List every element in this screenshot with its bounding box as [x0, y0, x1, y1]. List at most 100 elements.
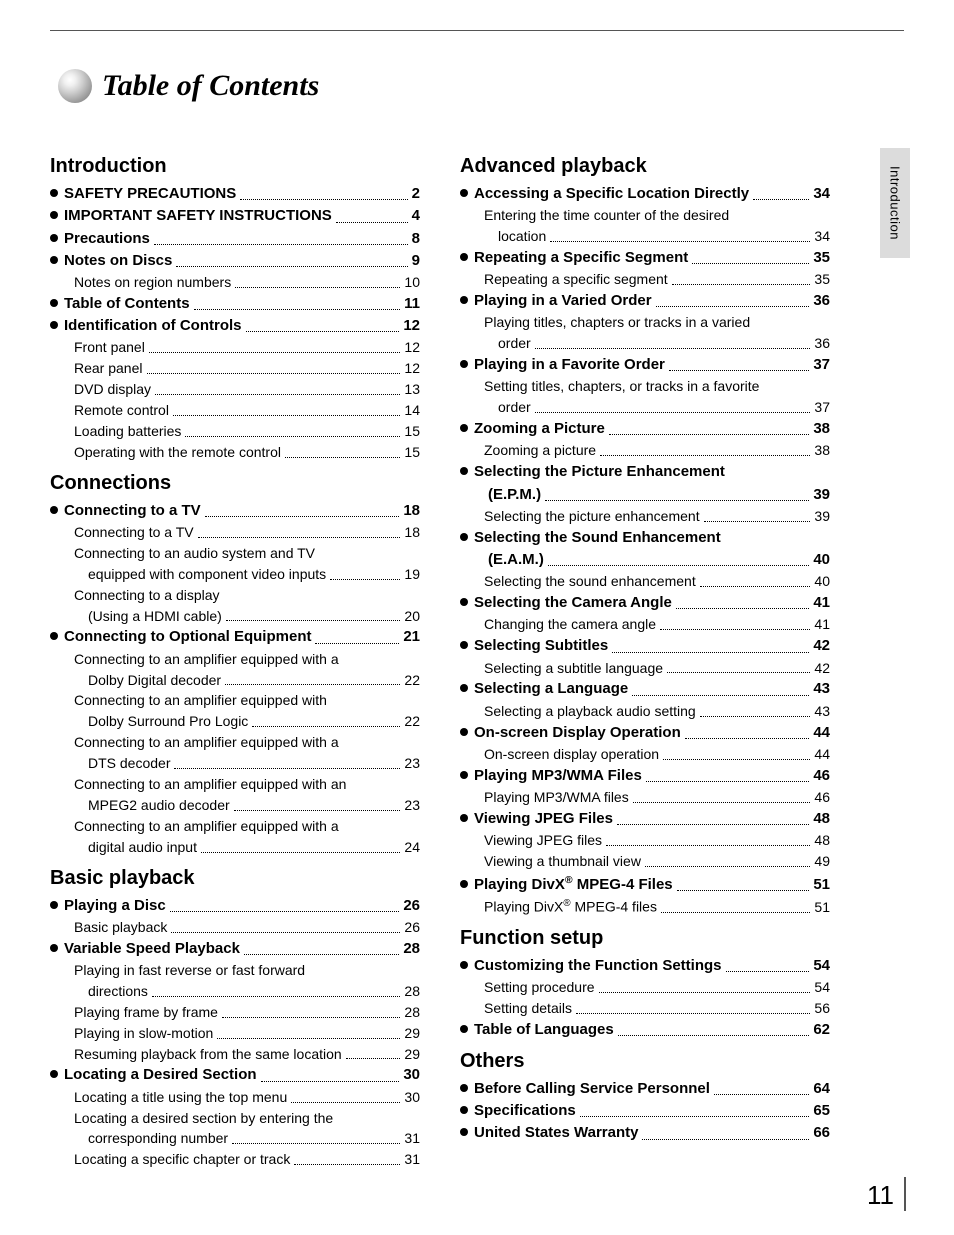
toc-entry-text: Playing DivX® MPEG-4 Files [460, 873, 673, 895]
toc-entry-text: Resuming playback from the same location [74, 1045, 342, 1064]
toc-entry-text: Precautions [50, 229, 150, 249]
toc-page: 12 [404, 338, 420, 357]
toc-entry-text: SAFETY PRECAUTIONS [50, 184, 236, 204]
toc-entry-text: Playing in slow-motion [74, 1024, 213, 1043]
toc-entry-text: digital audio input [74, 838, 197, 857]
toc-entry-text: Playing frame by frame [74, 1003, 218, 1022]
toc-page: 66 [813, 1123, 830, 1143]
toc-entry-text: Loading batteries [74, 422, 181, 441]
toc-entry: Customizing the Function Settings54 [460, 956, 830, 976]
toc-entry: Table of Languages62 [460, 1020, 830, 1040]
toc-entry-text: Connecting to a TV [74, 523, 194, 542]
toc-page: 10 [404, 273, 420, 292]
toc-page: 23 [404, 754, 420, 773]
toc-subentry: Setting procedure 54 [460, 978, 830, 997]
toc-subentry: corresponding number31 [50, 1129, 420, 1148]
toc-entry-text: Playing DivX® MPEG-4 files [484, 897, 657, 917]
toc-page: 12 [403, 316, 420, 336]
toc-entry: Notes on Discs9 [50, 251, 420, 271]
toc-entry-line1: Selecting the Picture Enhancement [460, 462, 830, 482]
toc-entry-text: Remote control [74, 401, 169, 420]
toc-subentry-line1: Connecting to an amplifier equipped with… [50, 650, 420, 669]
toc-page: 40 [813, 550, 830, 570]
toc-entry: Precautions8 [50, 229, 420, 249]
page: Table of Contents Introduction SAFETY PRE… [0, 0, 954, 1235]
toc-page: 26 [403, 896, 420, 916]
toc-entry-text: IMPORTANT SAFETY INSTRUCTIONS [50, 206, 332, 226]
toc-page: 28 [404, 1003, 420, 1022]
title-row: Table of Contents [58, 69, 904, 103]
toc-entry-text: On-screen display operation [484, 745, 659, 764]
toc-subentry: Rear panel12 [50, 359, 420, 378]
toc-page: 11 [404, 294, 420, 314]
toc-page: 29 [404, 1024, 420, 1043]
section-heading: Advanced playback [460, 155, 830, 178]
toc-page: 13 [404, 380, 420, 399]
toc-subentry-line1: Setting titles, chapters, or tracks in a… [460, 377, 830, 396]
toc-entry-text: Operating with the remote control [74, 443, 281, 462]
section-heading: Function setup [460, 927, 830, 950]
section-heading: Connections [50, 472, 420, 495]
toc-subentry: Selecting a subtitle language42 [460, 659, 830, 678]
toc-subentry: Locating a specific chapter or track31 [50, 1150, 420, 1169]
toc-entry-text: (E.A.M.) [474, 550, 544, 570]
toc-subentry: Resuming playback from the same location… [50, 1045, 420, 1064]
toc-page: 42 [814, 659, 830, 678]
toc-subentry: Notes on region numbers10 [50, 273, 420, 292]
toc-entry: IMPORTANT SAFETY INSTRUCTIONS4 [50, 206, 420, 226]
toc-entry-text: equipped with component video inputs [74, 565, 326, 584]
toc-entry-text: Connecting to a TV [50, 501, 201, 521]
toc-subentry-line1: Connecting to an amplifier equipped with… [50, 775, 420, 794]
toc-entry-text: Selecting Subtitles [460, 636, 608, 656]
toc-entry-text: Dolby Surround Pro Logic [74, 712, 248, 731]
toc-entry: Zooming a Picture38 [460, 419, 830, 439]
toc-page: 30 [404, 1088, 420, 1107]
toc-entry-text: Rear panel [74, 359, 143, 378]
toc-entry-text: Setting details [484, 999, 572, 1018]
toc-entry-text: Locating a Desired Section [50, 1065, 257, 1085]
side-tab: Introduction [880, 148, 910, 258]
toc-page: 29 [404, 1045, 420, 1064]
toc-page: 35 [813, 248, 830, 268]
toc-page: 30 [403, 1065, 420, 1085]
toc-subentry: MPEG2 audio decoder23 [50, 796, 420, 815]
toc-subentry: Repeating a specific segment35 [460, 270, 830, 289]
toc-entry: Repeating a Specific Segment 35 [460, 248, 830, 268]
toc-subentry-line1: Connecting to an amplifier equipped with… [50, 817, 420, 836]
toc-subentry: Viewing a thumbnail view 49 [460, 852, 830, 871]
toc-entry: Specifications65 [460, 1101, 830, 1121]
toc-entry-text: order [484, 334, 531, 353]
toc-entry-text: location [484, 227, 546, 246]
toc-entry: Variable Speed Playback28 [50, 939, 420, 959]
toc-entry-text: Selecting the sound enhancement [484, 572, 696, 591]
page-number-rule [904, 1177, 906, 1211]
toc-page: 15 [404, 443, 420, 462]
toc-subentry: DVD display13 [50, 380, 420, 399]
toc-subentry: Remote control14 [50, 401, 420, 420]
toc-entry-text: Selecting a playback audio setting [484, 702, 696, 721]
toc-entry: Table of Contents11 [50, 294, 420, 314]
toc-page: 49 [814, 852, 830, 871]
toc-entry-text: Changing the camera angle [484, 615, 656, 634]
toc-entry: Playing a Disc26 [50, 896, 420, 916]
toc-page: 48 [813, 809, 830, 829]
toc-entry: Playing in a Favorite Order37 [460, 355, 830, 375]
toc-subentry: Playing in slow-motion 29 [50, 1024, 420, 1043]
toc-entry-text: (Using a HDMI cable) [74, 607, 222, 626]
toc-page: 54 [814, 978, 830, 997]
toc-page: 2 [412, 184, 420, 204]
toc-entry-text: corresponding number [74, 1129, 228, 1148]
toc-entry: Selecting a Language43 [460, 679, 830, 699]
toc-entry-text: Repeating a Specific Segment [460, 248, 688, 268]
toc-page: 19 [404, 565, 420, 584]
toc-page: 34 [813, 184, 830, 204]
toc-subentry-line1: Playing titles, chapters or tracks in a … [460, 313, 830, 332]
toc-entry-text: Accessing a Specific Location Directly [460, 184, 749, 204]
toc-page: 54 [813, 956, 830, 976]
toc-subentry-line1: Locating a desired section by entering t… [50, 1109, 420, 1128]
toc-subentry: order36 [460, 334, 830, 353]
toc-entry-text: Setting procedure [484, 978, 595, 997]
toc-page: 40 [814, 572, 830, 591]
toc-columns: IntroductionSAFETY PRECAUTIONS2IMPORTANT… [50, 145, 904, 1171]
toc-entry-text: Viewing a thumbnail view [484, 852, 641, 871]
